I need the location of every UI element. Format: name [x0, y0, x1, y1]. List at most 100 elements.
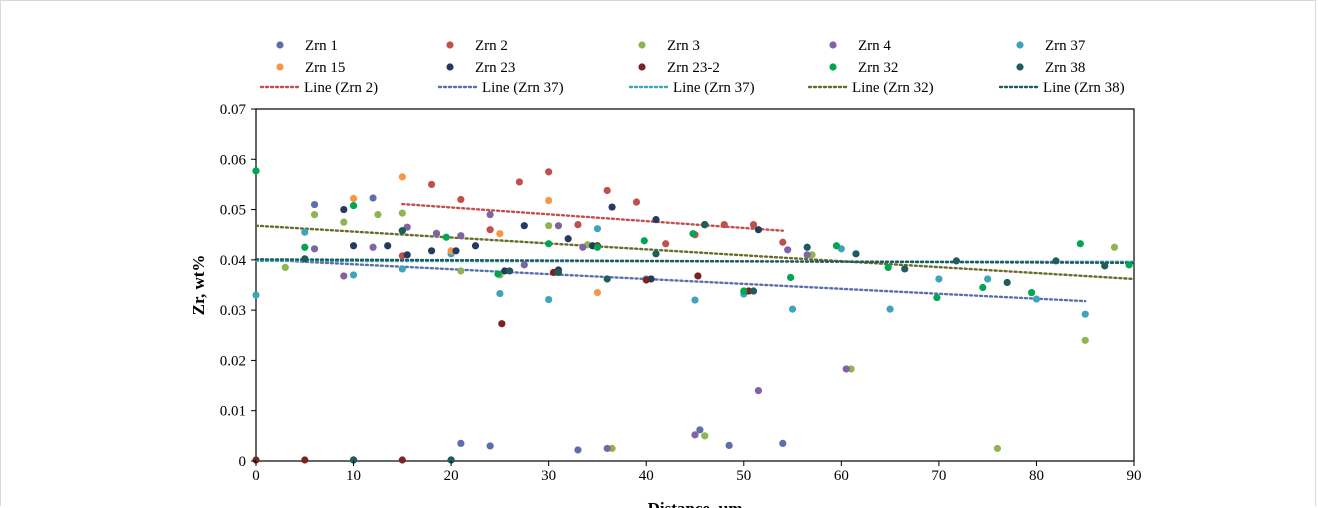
- data-point: [984, 275, 992, 283]
- data-point: [784, 246, 792, 254]
- data-point: [608, 203, 616, 211]
- legend-label: Zrn 32: [858, 60, 898, 76]
- legend-label: Zrn 38: [1045, 60, 1085, 76]
- data-point: [1076, 240, 1084, 248]
- data-point: [642, 276, 650, 284]
- data-point: [652, 250, 660, 258]
- data-point: [349, 194, 358, 203]
- legend-label: Line (Zrn 2): [304, 80, 378, 96]
- data-point: [442, 233, 450, 241]
- data-point: [1101, 262, 1109, 270]
- data-point: [886, 305, 894, 313]
- x-axis-title: Distance, µm: [648, 499, 743, 508]
- data-point: [1081, 336, 1089, 344]
- data-point: [754, 387, 763, 395]
- legend-marker: [1016, 41, 1024, 49]
- legend-label: Zrn 1: [305, 38, 338, 54]
- data-point: [603, 444, 611, 453]
- data-point: [952, 257, 961, 265]
- data-point: [593, 243, 602, 251]
- y-tick-label: 0.04: [220, 253, 247, 269]
- data-point: [340, 205, 348, 214]
- legend-label: Zrn 4: [858, 38, 891, 54]
- data-point: [603, 186, 611, 195]
- legend-label: Line (Zrn 37): [673, 80, 755, 96]
- legend-label: Line (Zrn 37): [482, 80, 564, 96]
- trendline: [254, 224, 1136, 281]
- x-tick-label: 50: [736, 468, 751, 484]
- legend: Zrn 1 Zrn 2 Zrn 3 Zrn 4 Zrn 37 Zrn 15 Zrn 23 Zr…: [259, 38, 1125, 96]
- data-point: [452, 247, 460, 255]
- data-point: [935, 275, 943, 283]
- data-point: [457, 267, 465, 275]
- data-point: [803, 251, 811, 259]
- data-point: [1125, 261, 1133, 269]
- data-point: [349, 456, 358, 464]
- data-point: [689, 230, 697, 238]
- data-point: [349, 201, 358, 210]
- legend-label: Zrn 23: [475, 60, 515, 76]
- data-point: [457, 195, 465, 204]
- data-point: [398, 456, 406, 464]
- data-point: [740, 287, 748, 295]
- data-point: [310, 200, 319, 209]
- data-point: [301, 255, 309, 263]
- data-point: [603, 275, 611, 283]
- data-point: [993, 444, 1002, 453]
- data-point: [398, 265, 406, 273]
- legend-marker: [446, 41, 454, 49]
- data-point: [554, 268, 563, 277]
- data-point: [574, 446, 582, 454]
- data-point: [457, 439, 465, 447]
- legend-marker: [1016, 63, 1024, 71]
- data-point: [694, 272, 702, 280]
- data-point: [252, 456, 260, 464]
- data-point: [749, 221, 758, 229]
- legend-marker: [638, 41, 646, 49]
- data-point: [369, 243, 377, 251]
- data-point: [310, 211, 319, 219]
- legend-label: Zrn 2: [475, 38, 508, 54]
- data-point: [696, 426, 704, 434]
- data-point: [545, 222, 553, 230]
- data-point: [398, 173, 406, 181]
- data-point: [398, 209, 406, 217]
- data-point: [398, 227, 406, 235]
- legend-label: Zrn 15: [305, 60, 345, 76]
- x-tick-label: 60: [834, 468, 849, 484]
- data-point: [457, 232, 465, 240]
- legend-label: Zrn 3: [667, 38, 700, 54]
- data-point: [515, 178, 524, 186]
- trendline: [254, 258, 1136, 265]
- data-point: [691, 431, 699, 439]
- data-point: [520, 261, 528, 269]
- data-point: [486, 442, 494, 450]
- y-tick-label: 0.02: [220, 353, 246, 369]
- data-point: [545, 168, 553, 176]
- x-tick-label: 40: [639, 468, 654, 484]
- data-point: [640, 237, 648, 245]
- data-point: [652, 216, 660, 224]
- data-point: [432, 230, 441, 238]
- x-tick-label: 20: [444, 468, 459, 484]
- data-point: [593, 225, 602, 233]
- trendlines: [254, 202, 1136, 303]
- data-point: [545, 240, 553, 248]
- legend-label: Line (Zrn 38): [1043, 80, 1125, 96]
- data-point: [788, 305, 797, 313]
- data-point: [725, 441, 733, 450]
- data-point: [564, 235, 572, 243]
- data-point: [281, 263, 289, 271]
- legend-label: Zrn 23-2: [667, 60, 720, 76]
- y-tick-label: 0.01: [220, 404, 246, 420]
- data-point: [691, 296, 699, 304]
- data-point: [632, 198, 641, 206]
- data-point: [252, 167, 260, 175]
- data-point: [340, 272, 348, 280]
- data-point: [349, 242, 358, 250]
- legend-label: Zrn 37: [1045, 38, 1086, 54]
- data-point: [593, 288, 602, 297]
- data-point: [428, 180, 436, 189]
- data-point: [754, 226, 763, 234]
